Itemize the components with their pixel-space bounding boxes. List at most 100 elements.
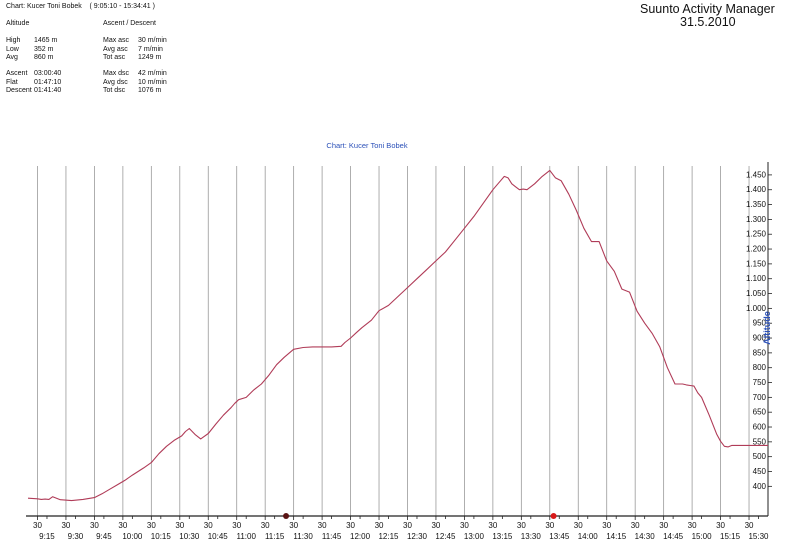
x-major-tick-label: 11:45 xyxy=(322,532,342,541)
stat-label-avg-dsc: Avg dsc xyxy=(103,78,128,86)
x-major-tick-label: 10:30 xyxy=(179,532,200,541)
chart-title: Chart: Kucer Toni Bobek xyxy=(326,141,407,150)
time-stats-values: 03:00:40 01:47:10 01:41:40 xyxy=(34,70,61,96)
x-major-tick-label: 14:00 xyxy=(578,532,599,541)
descent-stats-values: 42 m/min 10 m/min 1076 m xyxy=(138,70,167,96)
x-major-tick-label: 15:00 xyxy=(692,532,713,541)
stat-value-max-asc: 30 m/min xyxy=(138,37,167,44)
altitude-series-line xyxy=(27,169,768,502)
x-minor-tick-label: 30 xyxy=(403,521,412,530)
x-major-tick-label: 11:30 xyxy=(293,532,313,541)
x-minor-tick-label: 30 xyxy=(204,521,213,530)
x-minor-tick-label: 30 xyxy=(460,521,469,530)
series-group xyxy=(27,169,768,502)
x-minor-tick-label: 30 xyxy=(147,521,156,530)
x-minor-tick-label: 30 xyxy=(61,521,70,530)
y-tick-label: 1.350 xyxy=(746,200,767,209)
app-title: Suunto Activity Manager xyxy=(640,2,775,16)
x-major-tick-label: 9:30 xyxy=(68,532,84,541)
y-tick-label: 1.100 xyxy=(746,274,767,283)
event-marker xyxy=(550,513,557,519)
stat-value-avg-dsc: 10 m/min xyxy=(138,78,167,86)
event-marker xyxy=(283,513,290,519)
x-major-tick-label: 10:45 xyxy=(208,532,229,541)
stat-label-max-dsc: Max dsc xyxy=(103,70,130,77)
report-date: 31.5.2010 xyxy=(680,15,736,29)
x-major-tick-label: 13:00 xyxy=(464,532,485,541)
x-minor-tick-label: 30 xyxy=(716,521,725,530)
x-major-tick-label: 9:45 xyxy=(96,532,112,541)
stat-value-avg-asc: 7 m/min xyxy=(138,45,163,53)
y-tick-label: 1.000 xyxy=(746,304,767,313)
x-major-tick-label: 12:30 xyxy=(407,532,428,541)
x-minor-tick-label: 30 xyxy=(688,521,697,530)
stat-value-max-dsc: 42 m/min xyxy=(138,70,167,77)
stat-value-descent: 01:41:40 xyxy=(34,87,62,95)
y-axis-label: Altitude xyxy=(762,311,772,345)
stat-label-tot-asc: Tot asc xyxy=(103,54,126,62)
y-tick-label: 900 xyxy=(753,334,767,343)
stat-value-low: 352 m xyxy=(34,45,54,53)
x-minor-tick-label: 30 xyxy=(574,521,583,530)
ascent-stats-labels: Max asc Avg asc Tot asc xyxy=(103,37,129,63)
y-tick-label: 850 xyxy=(753,348,767,357)
x-minor-tick-label: 30 xyxy=(175,521,184,530)
y-tick-label: 1.400 xyxy=(746,185,767,194)
ascent-stats-values: 30 m/min 7 m/min 1249 m xyxy=(138,37,167,63)
chart-name: Chart: Kucer Toni Bobek xyxy=(6,3,82,10)
x-minor-tick-label: 30 xyxy=(346,521,355,530)
stat-label-flat: Flat xyxy=(6,78,18,86)
x-minor-tick-label: 30 xyxy=(33,521,42,530)
x-major-tick-label: 15:15 xyxy=(720,532,741,541)
time-stats-labels: Ascent Flat Descent xyxy=(6,70,32,96)
y-tick-label: 500 xyxy=(753,452,767,461)
stat-value-avg: 860 m xyxy=(34,54,54,62)
x-major-tick-label: 14:45 xyxy=(663,532,684,541)
x-major-tick-label: 10:00 xyxy=(122,532,143,541)
x-major-tick-label: 13:15 xyxy=(492,532,513,541)
x-minor-tick-label: 30 xyxy=(602,521,611,530)
altitude-stats-labels: High Low Avg xyxy=(6,37,20,63)
stat-label-tot-dsc: Tot dsc xyxy=(103,87,126,95)
y-tick-label: 550 xyxy=(753,437,767,446)
stat-label-avg: Avg xyxy=(6,54,18,62)
stat-label-max-asc: Max asc xyxy=(103,37,130,44)
marker-group xyxy=(283,513,557,519)
x-major-tick-label: 10:15 xyxy=(151,532,172,541)
x-major-tick-label: 14:30 xyxy=(635,532,656,541)
x-minor-tick-label: 30 xyxy=(90,521,99,530)
x-minor-tick-label: 30 xyxy=(517,521,526,530)
x-major-tick-label: 13:30 xyxy=(521,532,542,541)
stat-value-tot-dsc: 1076 m xyxy=(138,87,162,95)
x-minor-tick-label: 30 xyxy=(232,521,241,530)
x-minor-tick-label: 30 xyxy=(431,521,440,530)
y-tick-label: 1.200 xyxy=(746,245,767,254)
y-tick-label: 1.250 xyxy=(746,230,767,239)
y-tick-label: 1.150 xyxy=(746,259,767,268)
axes xyxy=(26,162,769,517)
stat-label-avg-asc: Avg asc xyxy=(103,45,128,53)
x-axis-ticks: 30 30 30 30 30 30 30 30 30 30 30 30 30 30 30 30 30 30 30 30… xyxy=(33,516,769,541)
stat-value-high: 1465 m xyxy=(34,37,58,44)
x-major-tick-label: 12:00 xyxy=(350,532,371,541)
x-minor-tick-label: 30 xyxy=(488,521,497,530)
x-minor-tick-label: 30 xyxy=(631,521,640,530)
x-major-tick-label: 15:30 xyxy=(748,532,769,541)
stat-label-ascent: Ascent xyxy=(6,70,28,77)
x-minor-tick-label: 30 xyxy=(289,521,298,530)
stat-value-ascent: 03:00:40 xyxy=(34,70,62,77)
stat-label-high: High xyxy=(6,37,21,44)
x-major-tick-label: 9:15 xyxy=(39,532,55,541)
time-range: ( 9:05:10 - 15:34:41 ) xyxy=(89,3,155,10)
y-tick-label: 1.050 xyxy=(746,289,767,298)
grid-lines xyxy=(37,166,750,516)
y-tick-label: 650 xyxy=(753,408,767,417)
stat-value-tot-asc: 1249 m xyxy=(138,54,162,62)
y-tick-label: 950 xyxy=(753,319,767,328)
x-minor-tick-label: 30 xyxy=(318,521,327,530)
stat-label-low: Low xyxy=(6,45,19,53)
y-tick-label: 750 xyxy=(753,378,767,387)
x-major-tick-label: 12:45 xyxy=(435,532,456,541)
x-minor-tick-label: 30 xyxy=(375,521,384,530)
y-axis-ticks: 400 450 500 550 600 650 700 750 800 850 900 950 1.00… xyxy=(746,170,772,491)
